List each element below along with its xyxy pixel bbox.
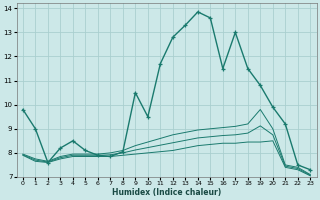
X-axis label: Humidex (Indice chaleur): Humidex (Indice chaleur) [112, 188, 221, 197]
